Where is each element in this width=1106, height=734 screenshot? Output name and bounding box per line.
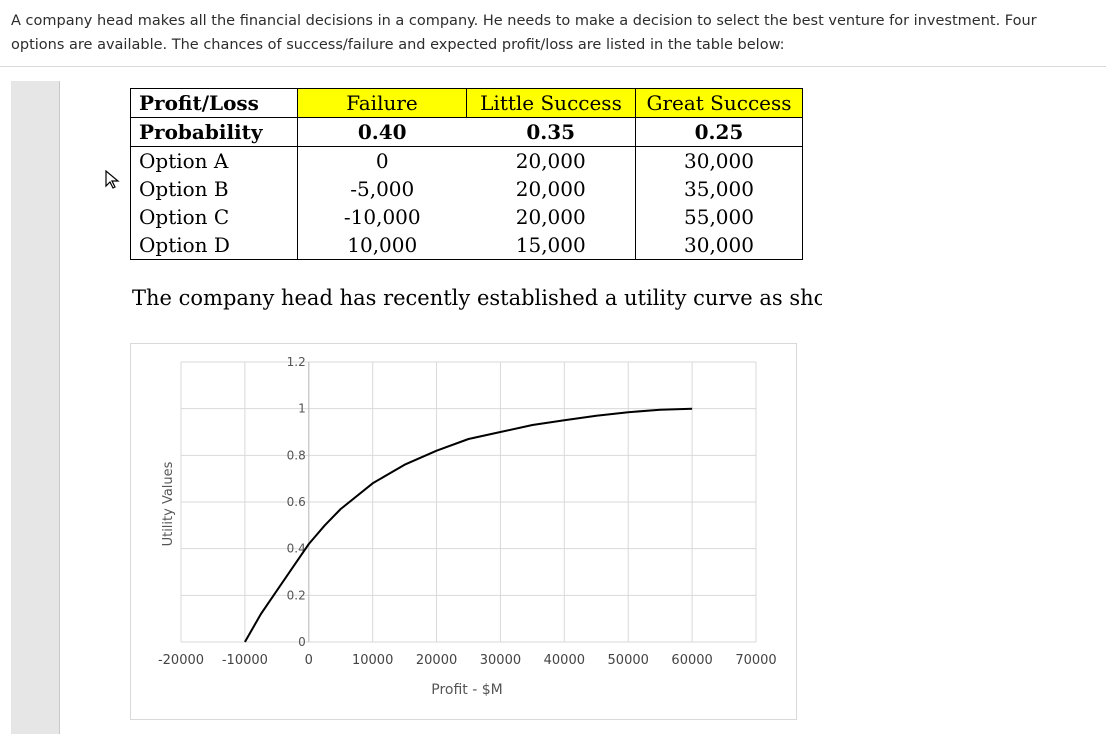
- y-tick-label: 0: [298, 635, 306, 649]
- x-tick-label: 30000: [480, 653, 521, 668]
- table-cell: 35,000: [635, 175, 803, 203]
- utility-statement: The company head has recently establishe…: [132, 286, 822, 310]
- table-cell: Option B: [130, 175, 298, 203]
- header-cell: Little Success: [466, 88, 636, 118]
- utility-chart: -20000 -10000 0 10000 20000 30000 40000 50000 60…: [130, 343, 797, 720]
- table-cell: -10,000: [343, 205, 421, 229]
- y-tick-label: 0.2: [287, 588, 306, 602]
- y-axis-label: Utility Values: [161, 461, 176, 546]
- table-cell: 10,000: [297, 231, 467, 260]
- y-tick-label: 0.6: [287, 495, 306, 509]
- utility-curve: [244, 407, 693, 643]
- table-cell: 20,000: [466, 146, 636, 175]
- header-cell: Profit/Loss: [130, 88, 298, 118]
- x-tick-label: 70000: [735, 653, 776, 668]
- x-axis-label: Profit - $M: [431, 682, 502, 698]
- table-row: Option B -5,000 20,000 35,000: [130, 175, 803, 203]
- utility-curve-line: [244, 407, 693, 643]
- table-row: Option A 0 20,000 30,000: [130, 146, 803, 175]
- x-tick-label: -10000: [222, 653, 268, 668]
- y-tick-label: 0.4: [287, 542, 306, 556]
- y-tick-labels: 0 0.2 0.4 0.6 0.8 1 1.2: [287, 355, 306, 649]
- table-cell: 55,000: [635, 203, 803, 231]
- y-tick-label: 1: [298, 402, 306, 416]
- utility-chart-svg: -20000 -10000 0 10000 20000 30000 40000 50000 60…: [158, 355, 777, 698]
- table-header-row: Profit/Loss Failure Little Success Great…: [130, 88, 803, 118]
- x-tick-label: -20000: [158, 653, 204, 668]
- left-gutter: [11, 81, 60, 734]
- chart-grid: [180, 361, 757, 643]
- table-cell: Option A: [130, 146, 298, 175]
- x-tick-label: 10000: [352, 653, 393, 668]
- table-cell: Option D: [130, 231, 298, 260]
- divider: [0, 66, 1106, 67]
- y-tick-label: 0.8: [287, 448, 306, 462]
- table-cell: 30,000: [635, 231, 803, 260]
- profit-loss-table: Profit/Loss Failure Little Success Great…: [130, 88, 803, 260]
- header-cell: Failure: [297, 88, 467, 118]
- x-tick-label: 0: [305, 653, 313, 668]
- mouse-pointer-icon: [105, 170, 120, 189]
- table-row: Option D 10,000 15,000 30,000: [130, 231, 803, 260]
- table-cell: 0.40: [297, 117, 467, 147]
- y-tick-label: 1.2: [287, 355, 306, 369]
- table-cell: -5,000: [350, 177, 415, 201]
- question-intro: A company head makes all the financial d…: [11, 13, 1037, 53]
- x-tick-label: 60000: [671, 653, 712, 668]
- table-cell: 20,000: [515, 205, 586, 229]
- table-cell: 30,000: [635, 146, 803, 175]
- x-tick-label: 40000: [544, 653, 585, 668]
- x-tick-label: 20000: [416, 653, 457, 668]
- x-tick-label: 50000: [608, 653, 649, 668]
- table-cell: 0.35: [466, 117, 636, 147]
- probability-row: Probability 0.40 0.35 0.25: [130, 117, 803, 147]
- table-cell: 20,000: [515, 177, 586, 201]
- header-cell: Great Success: [635, 88, 803, 118]
- table-cell: 0: [297, 146, 467, 175]
- table-cell: 15,000: [466, 231, 636, 260]
- table-cell: Option C: [130, 203, 298, 231]
- table-cell: 0.25: [635, 117, 803, 147]
- table-row: Option C -10,000 20,000 55,000: [130, 203, 803, 231]
- x-tick-labels: -20000 -10000 0 10000 20000 30000 40000 50000 60…: [158, 653, 777, 668]
- table-cell: Probability: [130, 117, 298, 147]
